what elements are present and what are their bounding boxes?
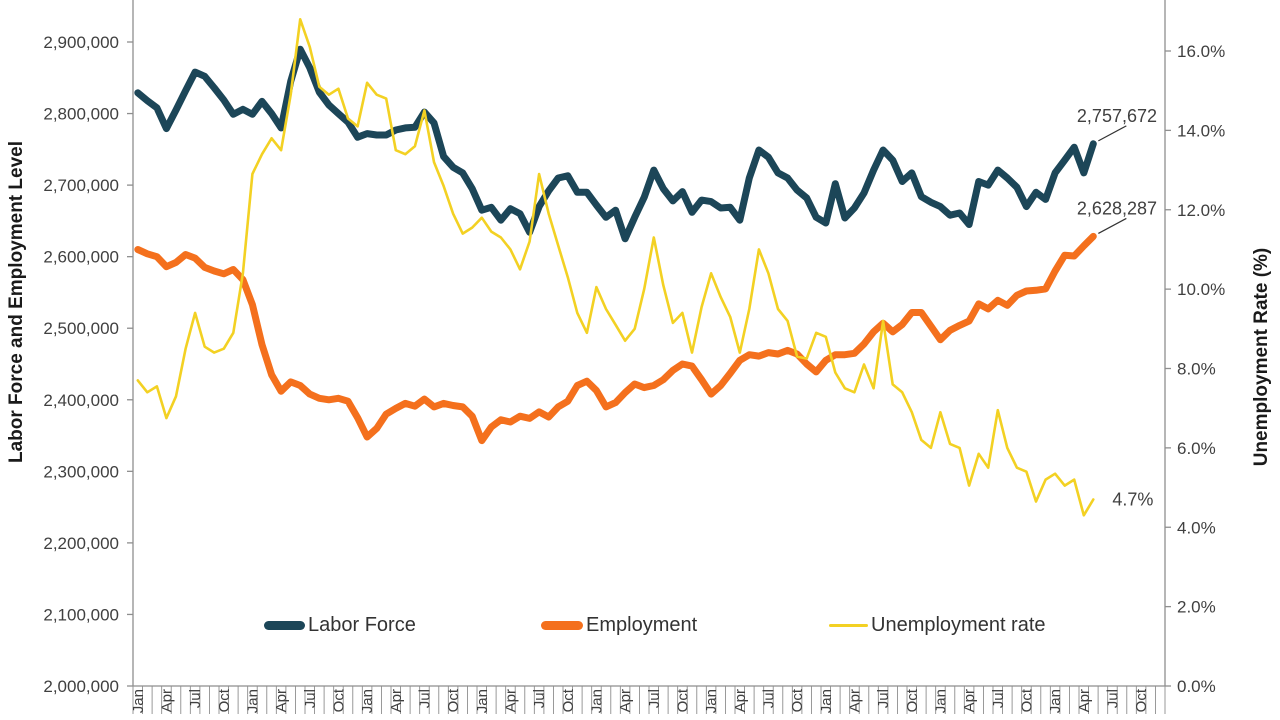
x-axis-tick-label: Apr — [502, 689, 519, 712]
left-axis-tick-label: 2,800,000 — [43, 105, 119, 124]
x-axis-tick-label: Jan — [703, 689, 720, 713]
unemployment-rate-legend-swatch-icon — [829, 623, 868, 627]
x-axis-tick-label: Jul — [990, 689, 1007, 708]
unemployment-rate-line — [136, 17, 1095, 517]
legend-label-unemployment-rate: Unemployment rate — [871, 614, 1046, 636]
left-axis-title: Labor Force and Employment Level — [6, 140, 27, 464]
x-axis-tick-label: Jan — [130, 689, 147, 713]
left-axis-tick-label: 2,200,000 — [43, 534, 119, 553]
x-axis-tick-label: Jan — [932, 689, 949, 713]
x-axis-tick-label: Oct — [1133, 688, 1150, 712]
left-axis-tick-label: 2,900,000 — [43, 33, 119, 52]
x-axis-tick-label: Oct — [1018, 688, 1035, 712]
legend-item-employment: Employment — [541, 613, 697, 637]
legend-label-employment: Employment — [586, 614, 698, 636]
x-axis-tick-label: Oct — [216, 688, 233, 712]
x-axis-tick-label: Jul — [531, 689, 548, 708]
right-axis-tick-label: 2.0% — [1177, 598, 1216, 617]
right-axis-tick-label: 10.0% — [1177, 280, 1225, 299]
x-axis-tick-label: Jan — [588, 689, 605, 713]
x-axis-tick-label: Apr — [961, 689, 978, 712]
left-axis-tick-label: 2,500,000 — [43, 319, 119, 338]
labor-force-legend-swatch-icon — [264, 620, 305, 630]
employment-legend-swatch-icon — [541, 620, 583, 630]
right-axis-tick-label: 0.0% — [1177, 677, 1216, 696]
x-axis-tick-label: Apr — [846, 689, 863, 712]
employment-line — [134, 232, 1097, 445]
annotation-label: 2,628,287 — [1077, 198, 1157, 218]
left-axis-tick-label: 2,400,000 — [43, 391, 119, 410]
annotation-label: 2,757,672 — [1077, 106, 1157, 126]
right-axis-title: Unemployment Rate (%) — [1251, 247, 1272, 467]
x-axis-tick-label: Apr — [1076, 689, 1093, 712]
annotation-label: 4.7% — [1112, 489, 1153, 509]
x-axis-tick-label: Oct — [560, 688, 577, 712]
left-axis-tick-label: 2,700,000 — [43, 176, 119, 195]
annotation-leader-line — [1098, 125, 1127, 142]
x-axis-tick-label: Jan — [474, 689, 491, 713]
x-axis-tick-label: Jan — [818, 689, 835, 713]
x-axis-tick-label: Jul — [875, 689, 892, 708]
left-axis-tick-label: 2,300,000 — [43, 462, 119, 481]
x-axis-tick-label: Jan — [359, 689, 376, 713]
x-axis-tick-label: Apr — [158, 689, 175, 712]
legend-item-labor-force: Labor Force — [264, 613, 416, 637]
legend-item-unemployment-rate: Unemployment rate — [829, 613, 1046, 637]
x-axis-tick-label: Oct — [789, 688, 806, 712]
x-axis-tick-label: Jul — [646, 689, 663, 708]
labor-force-line — [134, 45, 1097, 243]
x-axis-tick-label: Jan — [244, 689, 261, 713]
right-axis-tick-label: 8.0% — [1177, 360, 1216, 379]
x-axis-tick-label: Jul — [302, 689, 319, 708]
x-axis-tick-label: Jul — [1104, 689, 1121, 708]
left-axis-tick-label: 2,600,000 — [43, 248, 119, 267]
left-axis-tick-label: 2,000,000 — [43, 677, 119, 696]
x-axis-tick-label: Oct — [330, 688, 347, 712]
annotation-leader-line — [1098, 217, 1127, 234]
x-axis-tick-label: Oct — [674, 688, 691, 712]
right-axis-tick-label: 12.0% — [1177, 201, 1225, 220]
x-axis-tick-label: Oct — [445, 688, 462, 712]
x-axis-tick-label: Apr — [732, 689, 749, 712]
x-axis-tick-label: Apr — [273, 689, 290, 712]
x-axis-tick-label: Jul — [416, 689, 433, 708]
right-axis-tick-label: 6.0% — [1177, 439, 1216, 458]
left-axis-tick-label: 2,100,000 — [43, 605, 119, 624]
right-axis-tick-label: 4.0% — [1177, 518, 1216, 537]
x-axis-tick-label: Jan — [1047, 689, 1064, 713]
right-axis-tick-label: 16.0% — [1177, 42, 1225, 61]
x-axis-tick-label: Apr — [388, 689, 405, 712]
x-axis-tick-label: Jul — [187, 689, 204, 708]
right-axis-tick-label: 14.0% — [1177, 121, 1225, 140]
x-axis-tick-label: Oct — [904, 688, 921, 712]
x-axis-tick-label: Jul — [760, 689, 777, 708]
x-axis-tick-label: Apr — [617, 689, 634, 712]
legend-label-labor-force: Labor Force — [308, 614, 416, 636]
